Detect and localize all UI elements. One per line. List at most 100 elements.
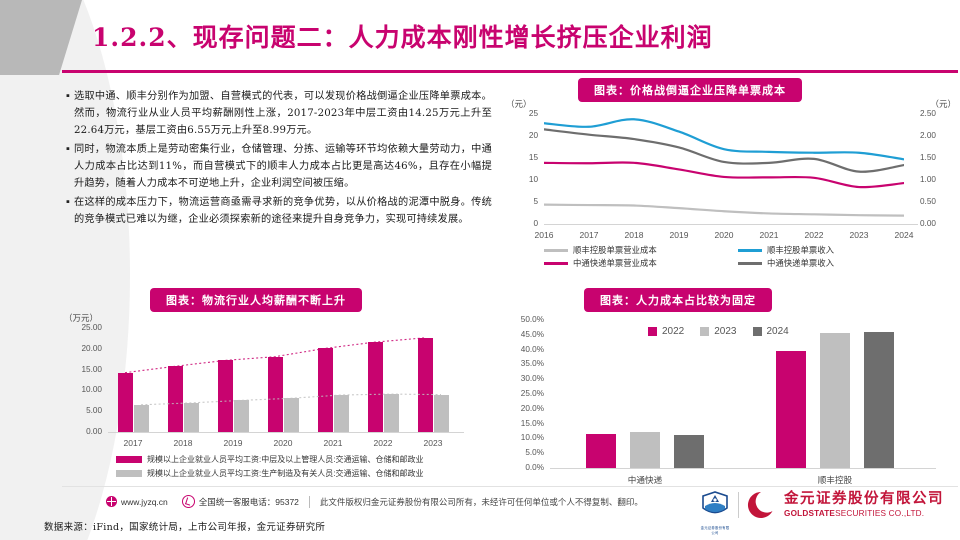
x-tick: 2017 <box>123 438 143 448</box>
legend-item: 规模以上企业就业人员平均工资:中层及以上管理人员:交通运输、仓储和邮政业 <box>116 454 423 465</box>
footer-divider <box>62 486 958 487</box>
legend-row: 规模以上企业就业人员平均工资:中层及以上管理人员:交通运输、仓储和邮政业 <box>116 454 437 465</box>
legend-label: 2024 <box>766 326 789 337</box>
bullet-item: ▪ 在这样的成本压力下，物流运营商亟需寻求新的竞争优势，以从价格战的泥潭中脱身。… <box>62 194 492 228</box>
bar-2021-1 <box>333 395 349 432</box>
title-underline <box>62 70 958 73</box>
legend-item: 中通快递单票营业成本 <box>544 257 724 269</box>
y-tick: 20.0% <box>520 403 544 413</box>
x-tick: 2018 <box>173 438 193 448</box>
y-tick-right: 0.50 <box>920 197 936 206</box>
legend-swatch <box>738 248 762 252</box>
y-tick: 0.0% <box>525 463 544 472</box>
left-arc-decoration <box>0 0 130 540</box>
legend-row: 2022 2023 2024 <box>648 326 805 337</box>
bar-2021-0 <box>317 348 333 432</box>
y-tick: 20.00 <box>81 343 103 353</box>
y-tick: 25.0% <box>520 389 544 398</box>
legend-label: 2022 <box>662 326 685 337</box>
x-tick: 2022 <box>373 438 393 448</box>
legend-item: 2022 <box>648 326 684 337</box>
company-name-en: GOLDSTATESECURITIES CO.,LTD. <box>784 508 944 519</box>
y-tick-left: 20 <box>528 131 538 140</box>
footer-hotline: 全国统一客服电话：95372 <box>198 496 299 507</box>
x-category-label: 顺丰控股 <box>817 475 853 485</box>
company-name-en-rest: SECURITIES CO.,LTD. <box>835 508 925 518</box>
bar-2018-0 <box>167 366 183 432</box>
series-line-顺丰控股单票营业成本 <box>542 203 906 217</box>
bar-中通快递-2024 <box>674 434 704 468</box>
bar-2022-1 <box>383 394 399 432</box>
x-tick: 2024 <box>894 230 914 240</box>
logo-caption: 金元证券股份有限公司 <box>700 526 730 535</box>
x-tick: 2020 <box>273 438 293 448</box>
bar-2019-1 <box>233 400 249 432</box>
chart-title-badge: 图表：人力成本占比较为固定 <box>584 288 772 312</box>
y-tick-right: 1.50 <box>920 153 936 162</box>
y-tick: 15.0% <box>520 418 544 428</box>
legend-swatch <box>648 327 657 336</box>
bar-2022-0 <box>367 342 383 432</box>
legend-swatch <box>700 327 710 336</box>
x-axis-line <box>544 224 918 225</box>
chart-plot-area <box>550 320 930 468</box>
y-tick-left: 25 <box>528 109 538 118</box>
y-tick: 10.0% <box>520 433 544 443</box>
legend-item: 中通快递单票收入 <box>738 257 834 269</box>
x-tick: 2021 <box>759 230 779 240</box>
series-line-中通快递单票营业成本 <box>542 161 906 189</box>
y-tick: 10.00 <box>81 385 103 395</box>
y-tick: 0.00 <box>86 427 102 436</box>
x-axis-line <box>550 468 936 469</box>
y-axis-unit: （万元） <box>64 314 99 324</box>
legend-row: 中通快递单票营业成本 中通快递单票收入 <box>544 257 848 269</box>
bar-顺丰控股-2022 <box>776 351 806 468</box>
bar-顺丰控股-2024 <box>864 332 894 468</box>
bullet-marker-icon: ▪ <box>66 90 70 102</box>
y-tick: 25.00 <box>81 323 103 332</box>
bullet-paragraph: 在这样的成本压力下，物流运营商亟需寻求新的竞争优势，以从价格战的泥潭中脱身。传统… <box>74 197 492 225</box>
bullet-item: ▪ 同时，物流本质上是劳动密集行业，仓储管理、分拣、运输等环节均依赖大量劳动力，… <box>62 141 492 192</box>
company-name-en-bold: GOLDSTATE <box>784 508 836 518</box>
x-tick: 2018 <box>624 230 644 240</box>
y-tick-right: 1.00 <box>920 175 936 184</box>
x-tick: 2022 <box>804 230 824 240</box>
legend-item: 顺丰控股单票营业成本 <box>544 244 724 256</box>
y-tick: 5.00 <box>86 406 102 416</box>
chart-title-badge: 图表：物流行业人均薪酬不断上升 <box>150 288 362 312</box>
y-tick-left: 5 <box>533 197 538 206</box>
bullet-paragraph: 同时，物流本质上是劳动密集行业，仓储管理、分拣、运输等环节均依赖大量劳动力，中通… <box>74 144 492 189</box>
chart-salary: 图表：物流行业人均薪酬不断上升 （万元） 0.00 5.00 10.00 15.00 2… <box>58 288 498 488</box>
x-tick: 2023 <box>423 438 443 448</box>
legend-swatch <box>116 470 142 477</box>
x-tick: 2017 <box>579 230 599 240</box>
x-axis-line <box>108 432 464 433</box>
logo-divider <box>738 492 739 518</box>
legend-item: 2024 <box>752 326 789 337</box>
company-logo: 金元证券股份有限公司 金元证券股份有限公司 GOLDSTATESECURITIE… <box>700 490 944 535</box>
chart-plot-area <box>542 114 906 224</box>
legend-label: 顺丰控股单票营业成本 <box>573 245 657 255</box>
legend-swatch <box>116 456 142 463</box>
bullet-marker-icon: ▪ <box>66 143 70 155</box>
legend-swatch <box>738 261 762 265</box>
y-tick: 35.0% <box>520 359 544 369</box>
series-line-顺丰控股单票收入 <box>542 118 906 161</box>
bar-2017-1 <box>133 404 149 432</box>
footer-website[interactable]: www.jyzq.cn <box>121 496 168 507</box>
legend-label: 规模以上企业就业人员平均工资:生产制造及有关人员:交通运输、仓储和邮政业 <box>147 469 424 478</box>
bar-顺丰控股-2023 <box>820 333 850 468</box>
bar-2019-0 <box>217 360 233 432</box>
y-tick: 40.0% <box>520 344 544 354</box>
shield-logo-icon: 金元证券股份有限公司 <box>700 490 730 535</box>
chart-price-war: 图表：价格战倒逼企业压降单票成本 （元） （元） 0 5 10 15 20 25 0.00… <box>500 78 958 273</box>
y-tick: 15.00 <box>81 364 103 374</box>
y-tick-left: 15 <box>528 153 538 162</box>
y-axis-unit-right: （元） <box>930 100 956 110</box>
y-tick: 50.0% <box>520 315 544 324</box>
legend-label: 中通快递单票营业成本 <box>573 258 657 268</box>
y-tick: 5.0% <box>525 448 544 458</box>
company-name-cn: 金元证券股份有限公司 <box>784 490 944 507</box>
bullet-paragraph: 选取中通、顺丰分别作为加盟、自营模式的代表，可以发现价格战倒逼企业压降单票成本。… <box>74 91 492 136</box>
